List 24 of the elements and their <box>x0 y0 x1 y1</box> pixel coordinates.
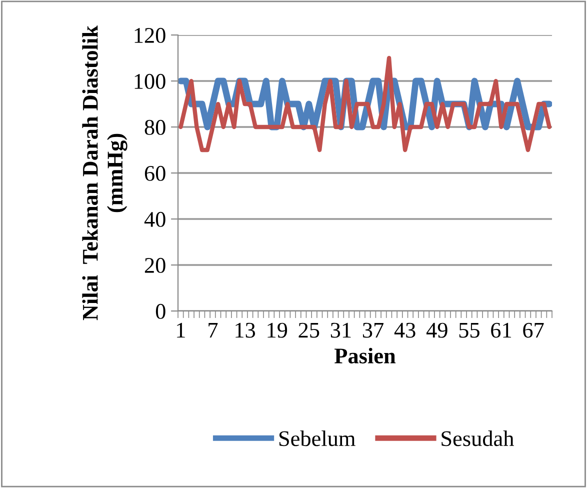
legend-label: Sebelum <box>279 430 356 446</box>
y-axis-title: Nilai Tekanan Darah Diastolik (mmHg) <box>82 25 128 320</box>
legend-label: Sesudah <box>442 430 514 446</box>
x-tick-label: 49 <box>426 322 448 338</box>
x-tick-label: 7 <box>208 322 218 338</box>
x-tick-label: 31 <box>330 322 351 338</box>
x-tick-label: 55 <box>459 322 480 338</box>
y-tick-label: 100 <box>134 74 166 89</box>
x-tick-label: 19 <box>268 322 288 338</box>
x-tick-label: 25 <box>298 322 320 338</box>
y-tick-label: 80 <box>144 120 166 135</box>
y-tick-label: 60 <box>144 166 166 181</box>
x-tick-label: 67 <box>523 322 544 338</box>
x-tick-label: 37 <box>362 322 384 338</box>
y-tick-label: 0 <box>156 304 166 319</box>
x-tick-label: 61 <box>491 322 512 338</box>
x-axis-title: Pasien <box>334 348 396 364</box>
y-tick-label: 40 <box>144 212 166 227</box>
x-tick-label: 1 <box>177 322 185 338</box>
x-tick-label: 13 <box>236 322 256 338</box>
y-tick-label: 20 <box>144 258 166 273</box>
y-tick-label: 120 <box>134 28 166 43</box>
x-tick-label: 43 <box>394 322 416 338</box>
line-series <box>178 56 552 152</box>
